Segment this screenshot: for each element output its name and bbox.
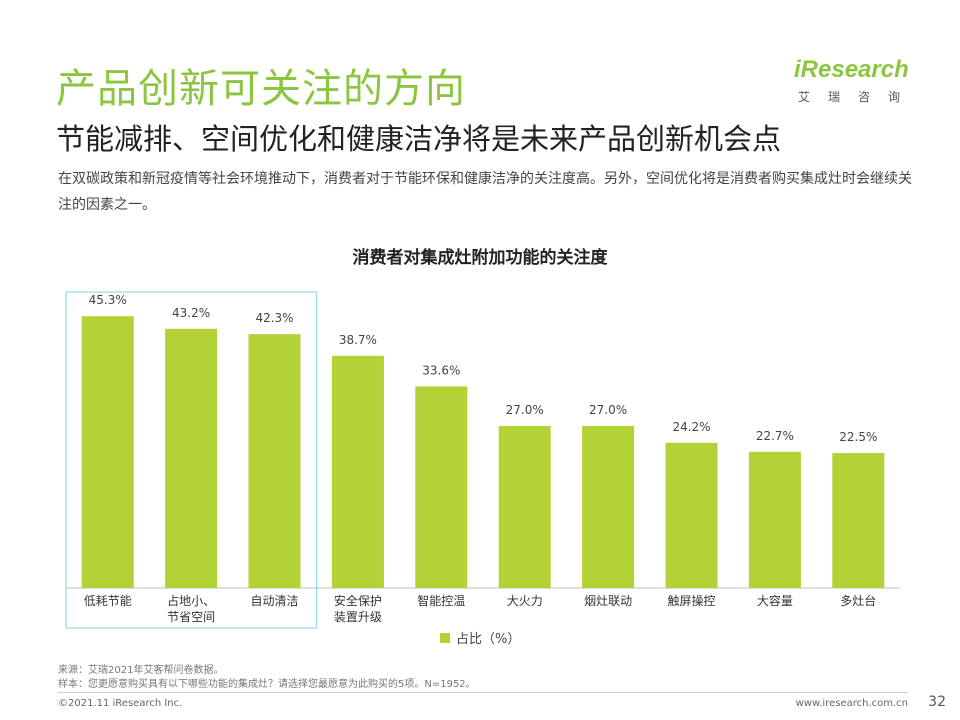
data-label-0: 45.3% bbox=[89, 293, 127, 307]
tick-label-4-0: 智能控温 bbox=[417, 593, 465, 608]
bar-1 bbox=[165, 328, 218, 588]
chart-legend: 占比（%） bbox=[440, 628, 520, 647]
data-label-4: 33.6% bbox=[422, 363, 460, 377]
data-label-8: 22.7% bbox=[756, 429, 794, 443]
bar-9 bbox=[832, 453, 885, 588]
data-label-2: 42.3% bbox=[255, 311, 293, 325]
bar-5 bbox=[498, 426, 551, 588]
tick-label-3-1: 装置升级 bbox=[334, 610, 382, 624]
chart-title: 消费者对集成灶附加功能的关注度 bbox=[352, 248, 608, 268]
tick-label-0-0: 低耗节能 bbox=[84, 594, 132, 608]
page-description: 在双碳政策和新冠疫情等社会环境推动下，消费者对于节能环保和健康洁净的关注度高。另… bbox=[58, 171, 912, 213]
page-title: 产品创新可关注的方向 bbox=[56, 66, 466, 112]
data-label-7: 24.2% bbox=[672, 420, 710, 434]
bar-6 bbox=[582, 426, 635, 588]
bar-2 bbox=[248, 334, 301, 588]
tick-label-2-0: 自动清洁 bbox=[250, 594, 298, 608]
tick-label-7-0: 触屏操控 bbox=[667, 593, 715, 608]
footer-divider bbox=[58, 692, 908, 693]
bar-0 bbox=[81, 316, 134, 588]
tick-label-6-0: 烟灶联动 bbox=[584, 594, 632, 608]
website-link[interactable]: www.iresearch.com.cn bbox=[795, 698, 908, 709]
tick-label-5-0: 大火力 bbox=[507, 594, 543, 608]
data-label-3: 38.7% bbox=[339, 333, 377, 347]
data-label-9: 22.5% bbox=[839, 430, 877, 444]
sample-note: 样本：您更愿意购买具有以下哪些功能的集成灶？请选择您最愿意为此购买的5项。N=1… bbox=[58, 679, 476, 690]
tick-label-1-1: 节省空间 bbox=[167, 610, 215, 624]
logo-wordmark: iResearch bbox=[794, 56, 909, 83]
data-label-1: 43.2% bbox=[172, 306, 210, 320]
copyright: ©2021.11 iResearch Inc. bbox=[58, 698, 183, 709]
tick-label-3-0: 安全保护 bbox=[334, 593, 382, 608]
legend-label: 占比（%） bbox=[456, 632, 521, 647]
bar-4 bbox=[415, 386, 468, 588]
bar-3 bbox=[331, 355, 384, 588]
footnotes: 来源：艾瑞2021年艾客帮问卷数据。 样本：您更愿意购买具有以下哪些功能的集成灶… bbox=[58, 664, 476, 692]
data-label-5: 27.0% bbox=[506, 403, 544, 417]
legend-swatch bbox=[440, 632, 450, 643]
tick-label-1-0: 占地小、 bbox=[167, 593, 215, 608]
tick-label-9-0: 多灶台 bbox=[840, 593, 876, 608]
logo-subtitle: 艾瑞咨询 bbox=[798, 90, 919, 104]
source-note: 来源：艾瑞2021年艾客帮问卷数据。 bbox=[58, 665, 224, 676]
highlight-box bbox=[65, 291, 318, 629]
tick-label-8-0: 大容量 bbox=[757, 593, 793, 608]
bar-8 bbox=[748, 451, 801, 588]
data-label-6: 27.0% bbox=[589, 403, 627, 417]
page-subtitle: 节能减排、空间优化和健康洁净将是未来产品创新机会点 bbox=[56, 122, 782, 156]
page-number: 32 bbox=[928, 694, 946, 710]
iresearch-logo: iResearch 艾瑞咨询 bbox=[788, 48, 918, 110]
bar-7 bbox=[665, 442, 718, 588]
